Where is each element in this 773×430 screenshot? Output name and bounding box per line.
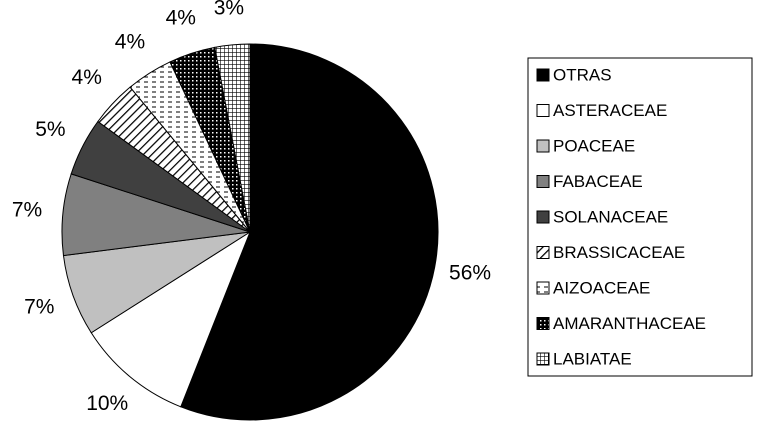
legend-label: BRASSICACEAE xyxy=(553,243,685,262)
legend-label: POACEAE xyxy=(553,136,635,155)
legend-box xyxy=(527,57,753,377)
legend-label: OTRAS xyxy=(553,65,612,84)
legend-label: SOLANACEAE xyxy=(553,207,668,226)
legend-swatch xyxy=(536,246,550,259)
legend-swatch xyxy=(536,104,550,117)
slice-label: 5% xyxy=(35,118,65,141)
slice-label: 3% xyxy=(214,0,244,20)
pie-slice xyxy=(180,43,439,421)
slice-label: 10% xyxy=(86,392,128,415)
legend-swatch xyxy=(536,175,550,188)
slice-label: 4% xyxy=(166,7,196,30)
legend-label: AIZOACEAE xyxy=(553,278,650,297)
legend-swatch xyxy=(536,139,550,153)
slice-label: 7% xyxy=(12,198,42,221)
slice-label: 4% xyxy=(115,30,145,53)
legend-swatch xyxy=(536,68,550,82)
legend-label: LABIATAE xyxy=(553,349,632,368)
legend-label: AMARANTHACEAE xyxy=(553,314,706,333)
pie-slice xyxy=(90,230,252,408)
legend-swatch xyxy=(536,317,550,330)
legend-swatch xyxy=(536,210,550,224)
pie-slice xyxy=(214,43,251,233)
slice-label: 4% xyxy=(72,66,102,89)
legend-swatch xyxy=(536,352,550,366)
slice-label: 56% xyxy=(449,262,491,285)
legend-swatch xyxy=(536,281,550,295)
slice-label: 7% xyxy=(24,295,54,318)
legend-label: ASTERACEAE xyxy=(553,101,667,120)
legend-label: FABACEAE xyxy=(553,172,643,191)
